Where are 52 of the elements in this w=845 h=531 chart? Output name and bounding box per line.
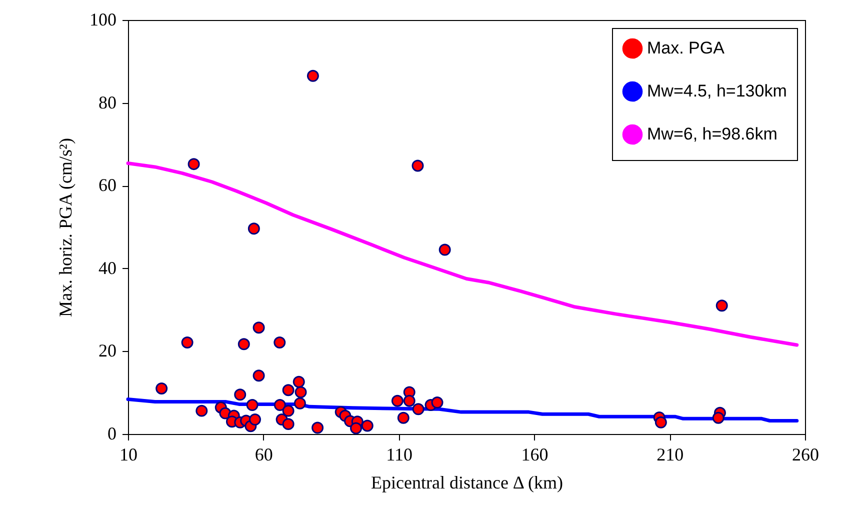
- point: [306, 70, 319, 82]
- point: [294, 386, 307, 398]
- x-tick-label: 260: [792, 444, 819, 464]
- point: [196, 404, 208, 417]
- x-axis-title: Epicentral distance Δ (km): [370, 472, 564, 492]
- point: [403, 394, 416, 407]
- point: [391, 394, 404, 407]
- point: [350, 422, 362, 434]
- point: [249, 414, 261, 426]
- y-tick-label: 0: [108, 424, 116, 444]
- point: [282, 384, 294, 396]
- y-axis-title: Max. horiz. PGA (cm/s²): [56, 138, 76, 317]
- point: [397, 412, 410, 424]
- point: [654, 416, 667, 428]
- line-series: [126, 161, 799, 347]
- x-tick-label: 160: [521, 444, 548, 464]
- point: [294, 397, 306, 410]
- point: [412, 160, 424, 172]
- line-series: [126, 397, 799, 422]
- y-tick-label: 80: [98, 92, 116, 112]
- point: [712, 412, 724, 424]
- x-tick-label: 210: [656, 444, 684, 464]
- point: [282, 418, 294, 430]
- point: [188, 158, 200, 170]
- y-tick-label: 100: [90, 10, 116, 30]
- point: [412, 403, 424, 416]
- x-tick-label: 10: [120, 444, 138, 464]
- point: [292, 376, 305, 388]
- point: [312, 422, 324, 434]
- point: [716, 300, 728, 312]
- point: [361, 420, 374, 432]
- point: [248, 222, 260, 235]
- legend-label: Mw=4.5, h=130km: [647, 82, 787, 100]
- y-tick-label: 40: [98, 258, 116, 278]
- point: [252, 370, 265, 382]
- y-tick-label: 60: [98, 175, 116, 196]
- point: [252, 322, 265, 334]
- point: [274, 336, 286, 348]
- point: [438, 244, 451, 256]
- y-tick-label: 20: [98, 340, 116, 361]
- legend-label: Mw=6, h=98.6km: [647, 124, 778, 144]
- point: [156, 382, 168, 394]
- x-tick-label: 110: [386, 444, 412, 464]
- point: [238, 338, 250, 350]
- point: [282, 404, 294, 417]
- point: [181, 336, 194, 348]
- point: [234, 388, 246, 401]
- x-tick-label: 60: [254, 444, 273, 464]
- point: [274, 399, 286, 412]
- point: [431, 396, 444, 409]
- legend-label: Max. PGA: [647, 38, 726, 58]
- point: [246, 399, 258, 412]
